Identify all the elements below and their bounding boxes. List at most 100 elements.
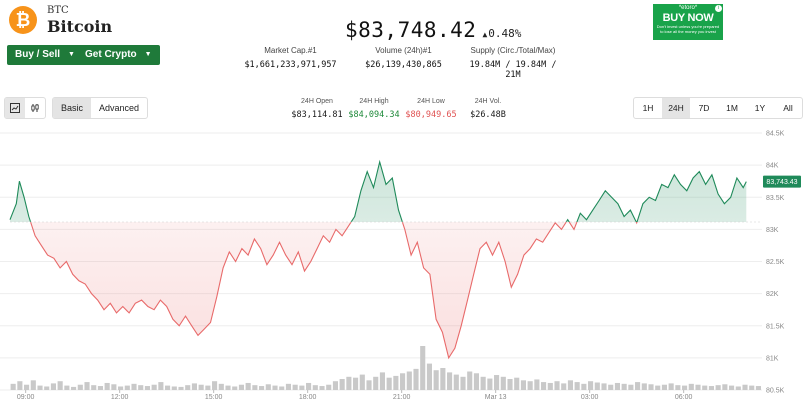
volume-bar [346,376,352,390]
high-value: $84,094.34 [348,110,400,120]
market-cap-stat: Market Cap.#1 $1,661,233,971,957 [243,46,338,70]
advanced-mode-button[interactable]: Advanced [99,103,140,113]
volume-bar [722,384,728,390]
volume-bar [339,379,345,390]
x-tick-label: 09:00 [17,394,35,401]
volume-bar [17,381,23,390]
volume-bar [332,381,338,390]
range-all-button[interactable]: All [783,103,793,113]
low-label: 24H Low [417,98,445,105]
get-crypto-button[interactable]: Get Crypto ▼ [77,45,160,65]
vol-value: $26.48B [470,110,506,120]
volume-bar [621,383,627,390]
coin-header: ₿ BTC Bitcoin Buy / Sell ▼ Get Crypto ▼ … [0,0,810,95]
range-24h-button[interactable]: 24H [662,98,690,118]
get-crypto-label: Get Crypto [85,49,137,60]
volume-bar [547,382,553,390]
volume-bar [245,382,251,390]
volume-bar [614,382,620,390]
volume-bar [366,380,372,390]
range-7d-button[interactable]: 7D [698,103,710,113]
candlestick-icon[interactable] [25,98,45,118]
open-label: 24H Open [301,98,333,105]
triangle-up-icon: ▲ [482,30,488,39]
etoro-ad-banner[interactable]: *etoro* BUY NOW Don't invest unless you'… [653,4,723,40]
volume-bar [648,384,654,390]
x-tick-label: 12:00 [111,394,129,401]
volume-bar [171,386,177,390]
volume-bar [440,368,446,390]
supply-stat: Supply (Circ./Total/Max) 19.84M / 19.84M… [462,46,564,80]
buy-sell-button[interactable]: Buy / Sell ▼ [7,45,83,65]
market-cap-label: Market Cap.#1 [264,46,317,55]
basic-mode-button[interactable]: Basic [53,98,92,118]
volume-bar [453,374,459,390]
supply-label: Supply (Circ./Total/Max) [470,46,556,55]
volume-bar [124,385,130,390]
range-1h-button[interactable]: 1H [642,103,654,113]
volume-bar [373,376,379,390]
x-tick-label: Mar 13 [485,394,507,401]
volume-bar [393,375,399,390]
price-change: ▲0.48% [482,27,521,40]
y-tick-label: 81.5K [766,323,785,330]
volume-bar [138,385,144,390]
volume-bar [191,383,197,390]
volume-value: $26,139,430,865 [365,60,442,70]
area-below-baseline [10,221,747,358]
volume-bar [165,385,171,390]
volume-bar [285,383,291,390]
volume-bar [185,385,191,390]
volume-bar [594,382,600,390]
info-icon[interactable]: i [715,5,722,12]
last-price-tag-bg [763,175,801,188]
x-axis: 09:00 12:00 15:00 18:00 21:00 Mar 13 03:00 06:0… [17,390,693,401]
current-price: $83,748.42 [345,18,477,42]
volume-bar [695,384,701,390]
volume-bar [379,372,385,390]
volume-bar [433,370,439,390]
supply-value: 19.84M / 19.84M / 21M [469,60,557,80]
high-label: 24H High [359,98,389,105]
volume-bar [480,376,486,390]
area-above-baseline [10,161,747,222]
volume-bar [749,385,755,390]
volume-stat: Volume (24h)#1 $26,139,430,865 [356,46,451,70]
y-tick-label: 83K [766,227,779,234]
open-value: $83,114.81 [291,110,343,120]
volume-bar [406,371,412,390]
volume-bar [299,385,305,390]
volume-bar [675,385,681,390]
line-below-baseline [30,221,638,360]
volume-bar [218,383,224,390]
volume-bar [581,383,587,390]
x-tick-label: 06:00 [675,394,693,401]
line-chart-icon[interactable] [5,98,25,118]
y-tick-label: 82.5K [766,259,785,266]
volume-bar [661,384,667,390]
volume-bar [729,385,735,390]
price-area [10,161,747,358]
volume-bar [534,379,540,390]
ad-brand: *etoro* [678,5,698,11]
volume-bar [755,386,761,390]
coin-name: Bitcoin [47,17,113,36]
line-above-baseline [9,159,747,222]
volume-bar [225,385,231,390]
volume-bar [131,383,137,390]
volume-bar [279,386,285,390]
volume-bar [641,383,647,390]
volume-bar [306,382,312,390]
last-price-tag: 83,743.43 [763,175,801,188]
range-1y-button[interactable]: 1Y [754,103,766,113]
price-chart[interactable]: 84.5K 84K 83.5K 83K 82.5K 82K 81.5K 81K 80.5K 09… [0,128,810,410]
buy-sell-label: Buy / Sell [15,49,61,60]
x-tick-label: 03:00 [581,394,599,401]
volume-bar [554,381,560,390]
volume-bar [708,386,714,390]
chart-type-toggle [4,97,46,119]
y-tick-label: 82K [766,291,779,298]
volume-label: Volume (24h)#1 [375,46,432,55]
volume-bar [507,379,513,390]
range-1m-button[interactable]: 1M [726,103,738,113]
